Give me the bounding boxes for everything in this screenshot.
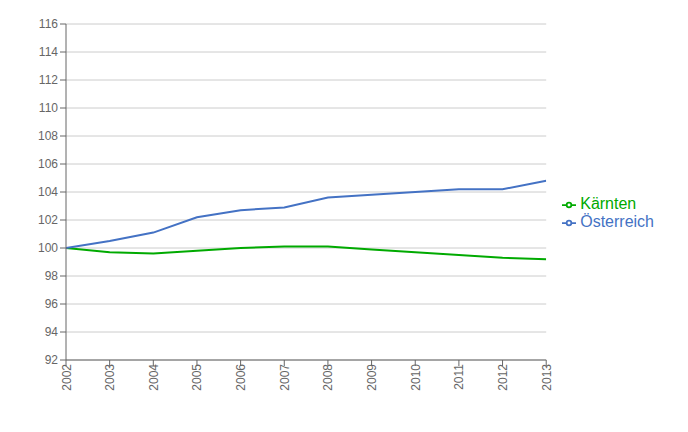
svg-text:2012: 2012: [496, 364, 510, 391]
svg-text:2003: 2003: [103, 364, 117, 391]
svg-text:2011: 2011: [452, 364, 466, 390]
svg-text:2013: 2013: [540, 364, 554, 391]
svg-text:98: 98: [45, 269, 59, 283]
svg-text:96: 96: [45, 297, 59, 311]
html-text:Kärnten: Kärnten: [580, 195, 637, 212]
svg-text:102: 102: [38, 213, 58, 227]
svg-text:2004: 2004: [147, 364, 161, 391]
svg-text:2007: 2007: [278, 364, 292, 391]
svg-text:116: 116: [39, 17, 58, 31]
svg-text:106: 106: [38, 157, 58, 171]
svg-text:2010: 2010: [409, 364, 423, 391]
svg-text:2008: 2008: [321, 364, 335, 391]
svg-text:100: 100: [38, 241, 58, 255]
svg-text:2005: 2005: [190, 364, 204, 391]
svg-text:104: 104: [38, 185, 58, 199]
svg-text:2002: 2002: [60, 364, 74, 391]
svg-text:92: 92: [45, 353, 59, 367]
svg-text:2009: 2009: [365, 364, 379, 391]
html-text:Österreich: Österreich: [580, 213, 654, 230]
svg-text:2006: 2006: [234, 364, 248, 391]
svg-text:94: 94: [45, 325, 59, 339]
svg-text:112: 112: [39, 73, 58, 87]
svg-text:108: 108: [38, 129, 58, 143]
svg-text:110: 110: [39, 101, 58, 115]
svg-text:114: 114: [39, 45, 58, 59]
